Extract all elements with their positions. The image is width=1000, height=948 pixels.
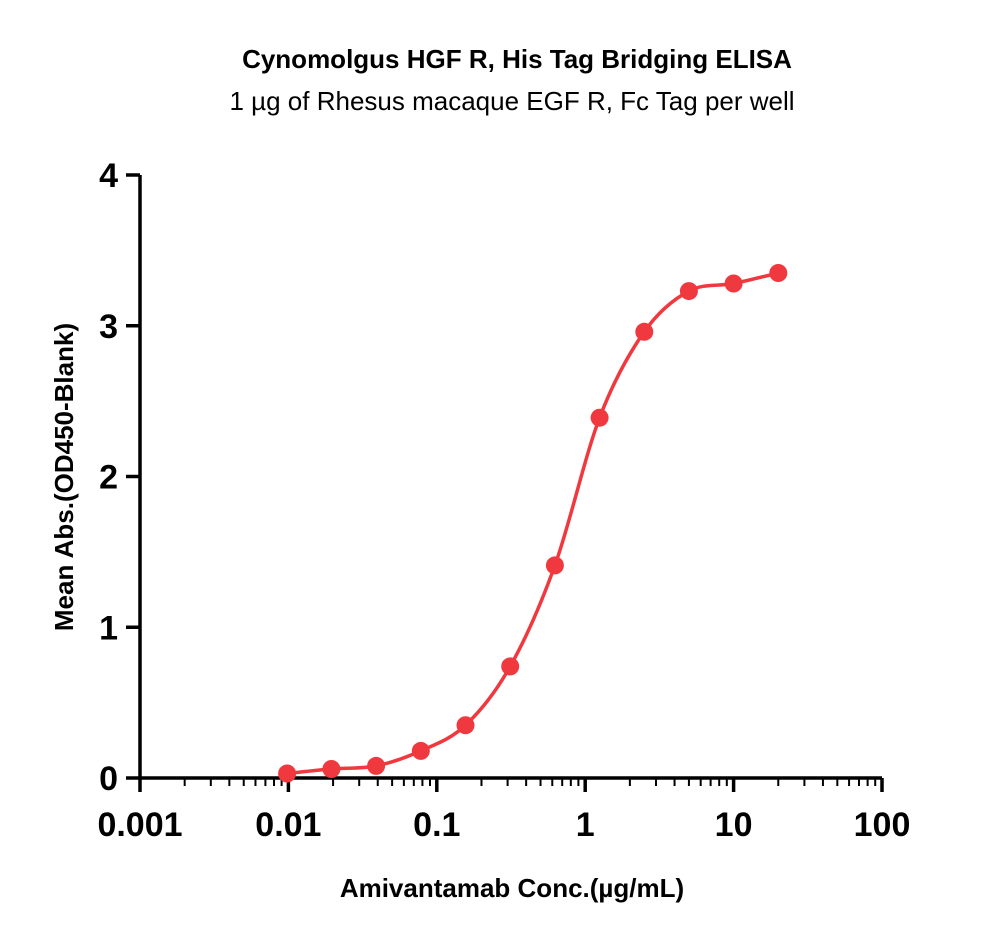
data-point: [322, 760, 341, 778]
chart-title: Cynomolgus HGF R, His Tag Bridging ELISA: [242, 44, 792, 74]
x-tick-label: 0.01: [255, 806, 321, 844]
data-point: [501, 657, 520, 676]
x-tick-label: 0.1: [413, 806, 460, 844]
data-point: [411, 741, 430, 760]
fit-curve: [286, 271, 779, 776]
ticks: 0 1 2 3 4 0.001 0.01 0.1 1 10 100: [97, 157, 910, 844]
axes: [138, 175, 882, 780]
data-point: [367, 756, 386, 775]
data-point: [679, 282, 698, 301]
data-point: [590, 408, 609, 427]
fit-curve-group: [286, 271, 779, 776]
x-tick-label: 1: [576, 806, 595, 844]
x-tick-label: 0.001: [97, 806, 182, 844]
y-tick-label: 4: [99, 157, 118, 195]
data-point: [545, 556, 564, 575]
y-axis-title: Mean Abs.(OD450-Blank): [49, 323, 79, 631]
x-tick-label: 100: [854, 806, 911, 844]
data-point: [724, 274, 743, 293]
data-point: [278, 764, 297, 783]
data-point: [635, 322, 654, 341]
y-tick-label: 2: [99, 459, 118, 497]
chart-subtitle: 1 µg of Rhesus macaque EGF R, Fc Tag per…: [229, 86, 794, 116]
data-point: [456, 716, 475, 735]
x-axis-title: Amivantamab Conc.(µg/mL): [340, 873, 684, 903]
x-tick-label: 10: [715, 806, 753, 844]
y-tick-label: 3: [99, 308, 118, 346]
y-tick-label: 0: [99, 760, 118, 798]
data-point: [769, 264, 788, 282]
y-tick-label: 1: [99, 609, 118, 647]
data-points: [278, 264, 788, 783]
